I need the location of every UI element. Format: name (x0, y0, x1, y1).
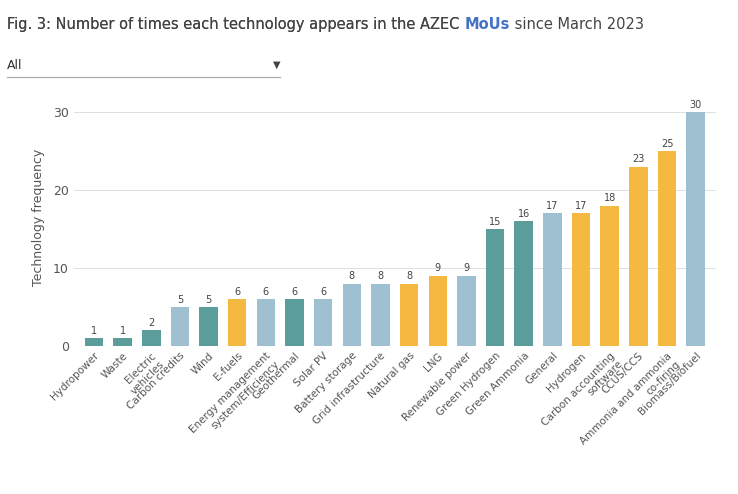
Bar (429, 276, 447, 346)
Bar (142, 330, 160, 346)
Text: 1: 1 (120, 326, 125, 336)
Text: 8: 8 (406, 271, 413, 281)
Bar (572, 213, 590, 346)
Text: 5: 5 (205, 294, 212, 304)
Text: 9: 9 (435, 263, 441, 273)
Bar (658, 151, 677, 346)
Bar (228, 299, 246, 346)
Bar (314, 299, 333, 346)
Text: MoUs: MoUs (464, 17, 510, 32)
Bar (486, 229, 505, 346)
Text: 1: 1 (91, 326, 97, 336)
Bar (601, 206, 619, 346)
Text: 25: 25 (661, 139, 673, 149)
Text: 17: 17 (546, 201, 559, 211)
Bar (457, 276, 476, 346)
Bar (630, 167, 648, 346)
Text: 30: 30 (690, 100, 702, 110)
Text: 16: 16 (517, 209, 530, 219)
Text: 6: 6 (292, 287, 297, 297)
Text: since March 2023: since March 2023 (510, 17, 644, 32)
Text: 9: 9 (463, 263, 469, 273)
Text: 8: 8 (377, 271, 384, 281)
Bar (543, 213, 562, 346)
Text: 18: 18 (604, 193, 616, 204)
Bar (257, 299, 275, 346)
Bar (371, 284, 390, 346)
Bar (113, 338, 132, 346)
Text: 6: 6 (234, 287, 241, 297)
Text: 6: 6 (320, 287, 326, 297)
Text: 5: 5 (176, 294, 183, 304)
Bar (342, 284, 361, 346)
Bar (285, 299, 304, 346)
Text: 8: 8 (349, 271, 355, 281)
Text: 6: 6 (263, 287, 269, 297)
Text: Fig. 3: Number of times each technology appears in the AZEC: Fig. 3: Number of times each technology … (7, 17, 464, 32)
Bar (199, 307, 218, 346)
Text: All: All (7, 59, 23, 72)
Y-axis label: Technology frequency: Technology frequency (32, 149, 45, 286)
Bar (170, 307, 189, 346)
Text: ▼: ▼ (273, 59, 280, 69)
Text: 2: 2 (148, 318, 154, 328)
Bar (85, 338, 103, 346)
Text: Fig. 3: Number of times each technology appears in the AZEC: Fig. 3: Number of times each technology … (7, 17, 464, 32)
Bar (686, 112, 705, 346)
Bar (400, 284, 418, 346)
Text: 23: 23 (632, 155, 645, 165)
Text: 15: 15 (489, 217, 501, 227)
Text: 17: 17 (575, 201, 587, 211)
Bar (514, 221, 533, 346)
